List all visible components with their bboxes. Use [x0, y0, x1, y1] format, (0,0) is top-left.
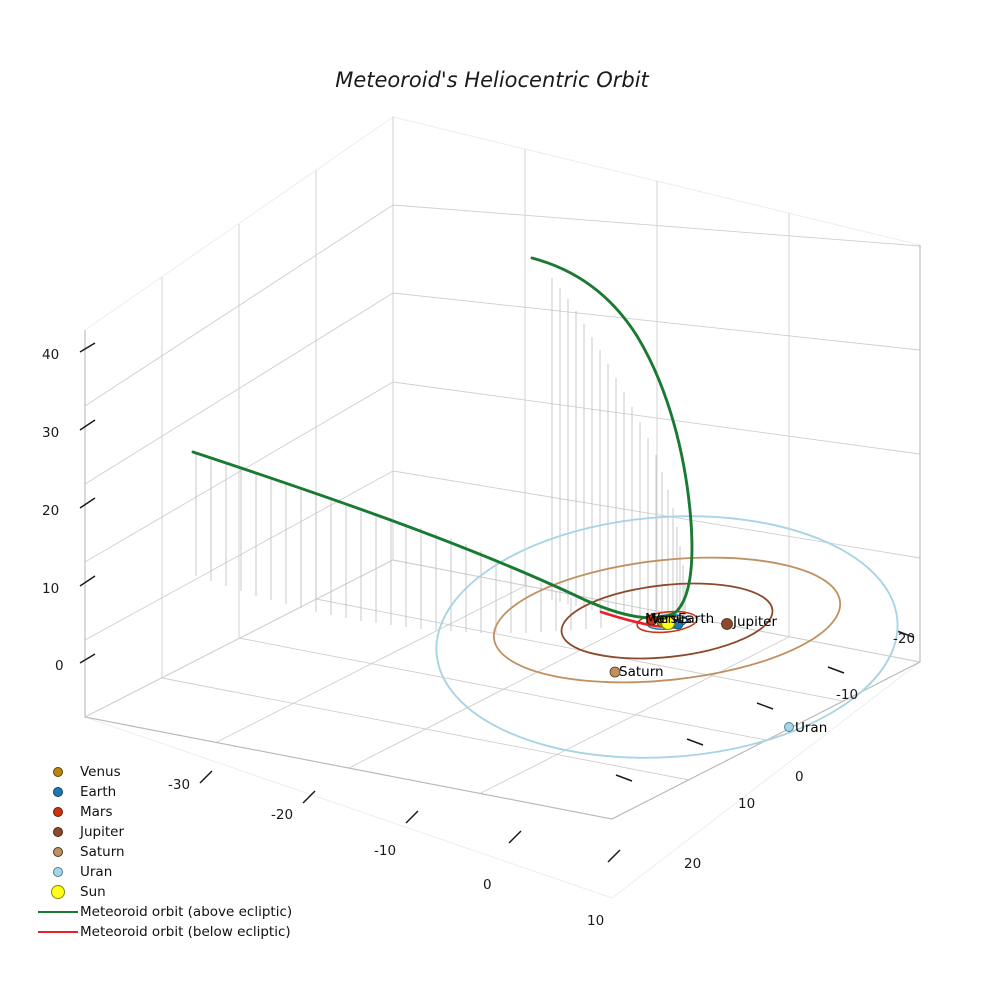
orbit-jupiter — [560, 582, 774, 660]
y-tick-20: 20 — [684, 856, 702, 872]
legend-item-saturn[interactable]: Saturn — [36, 842, 336, 862]
legend-item-meteoroid-above[interactable]: Meteoroid orbit (above ecliptic) — [36, 902, 336, 922]
legend-label-meteoroid-below: Meteoroid orbit (below ecliptic) — [80, 924, 291, 940]
chart-title: Meteoroid's Heliocentric Orbit — [335, 68, 649, 92]
x-tick-0: 0 — [483, 877, 492, 893]
x-tick--30: -30 — [168, 777, 191, 793]
x-tick--20: -20 — [271, 807, 294, 823]
legend-item-sun[interactable]: Sun — [36, 882, 336, 902]
mars-marker-icon — [36, 807, 80, 817]
scene-label-uran: Uran — [795, 720, 828, 736]
marker-uran — [784, 722, 794, 732]
scene-label-jupiter: Jupiter — [733, 614, 778, 630]
marker-jupiter — [721, 618, 733, 630]
legend-label-mars: Mars — [80, 804, 113, 820]
scene-label-earth: Earth — [678, 611, 715, 627]
legend-label-earth: Earth — [80, 784, 117, 800]
z-tick-40: 40 — [42, 347, 60, 363]
jupiter-marker-icon — [36, 827, 80, 837]
planet-orbits — [435, 515, 899, 759]
saturn-marker-icon — [36, 847, 80, 857]
legend-label-venus: Venus — [80, 764, 121, 780]
legend-label-sun: Sun — [80, 884, 106, 900]
y-tick--20: -20 — [893, 631, 916, 647]
sun-marker-icon — [36, 885, 80, 899]
red-line-icon — [36, 931, 80, 933]
y-tick--10: -10 — [836, 687, 859, 703]
orbit-saturn — [492, 556, 842, 684]
orbit-uran — [435, 515, 899, 759]
legend-item-jupiter[interactable]: Jupiter — [36, 822, 336, 842]
axis-ticks — [79, 342, 914, 863]
x-tick--10: -10 — [374, 843, 397, 859]
legend-label-jupiter: Jupiter — [80, 824, 125, 840]
legend-item-meteoroid-below[interactable]: Meteoroid orbit (below ecliptic) — [36, 922, 336, 942]
scene-label-venus: Venus — [651, 611, 692, 627]
z-tick-30: 30 — [42, 425, 60, 441]
z-tick-10: 10 — [42, 581, 60, 597]
earth-marker-icon — [36, 787, 80, 797]
uran-marker-icon — [36, 867, 80, 877]
orbit-mars — [636, 610, 698, 634]
y-tick-0: 0 — [795, 769, 804, 785]
legend: Venus Earth Mars Jupiter Saturn — [36, 762, 336, 942]
legend-item-earth[interactable]: Earth — [36, 782, 336, 802]
marker-sun — [660, 615, 676, 631]
meteoroid-orbit-above-ecliptic — [191, 256, 694, 620]
venus-marker-icon — [36, 767, 80, 777]
z-tick-20: 20 — [42, 503, 60, 519]
legend-label-meteoroid-above: Meteoroid orbit (above ecliptic) — [80, 904, 293, 920]
scene-label-mars: Mars — [645, 611, 678, 627]
legend-item-venus[interactable]: Venus — [36, 762, 336, 782]
legend-label-saturn: Saturn — [80, 844, 125, 860]
y-tick-10: 10 — [738, 796, 756, 812]
legend-item-uran[interactable]: Uran — [36, 862, 336, 882]
planet-markers — [609, 614, 794, 732]
legend-item-mars[interactable]: Mars — [36, 802, 336, 822]
x-tick-10: 10 — [587, 913, 605, 929]
legend-label-uran: Uran — [80, 864, 113, 880]
meteoroid-droplines — [195, 278, 686, 633]
marker-saturn — [609, 666, 621, 678]
z-tick-0: 0 — [55, 658, 64, 674]
scene-label-saturn: Saturn — [619, 664, 664, 680]
green-line-icon — [36, 911, 80, 913]
